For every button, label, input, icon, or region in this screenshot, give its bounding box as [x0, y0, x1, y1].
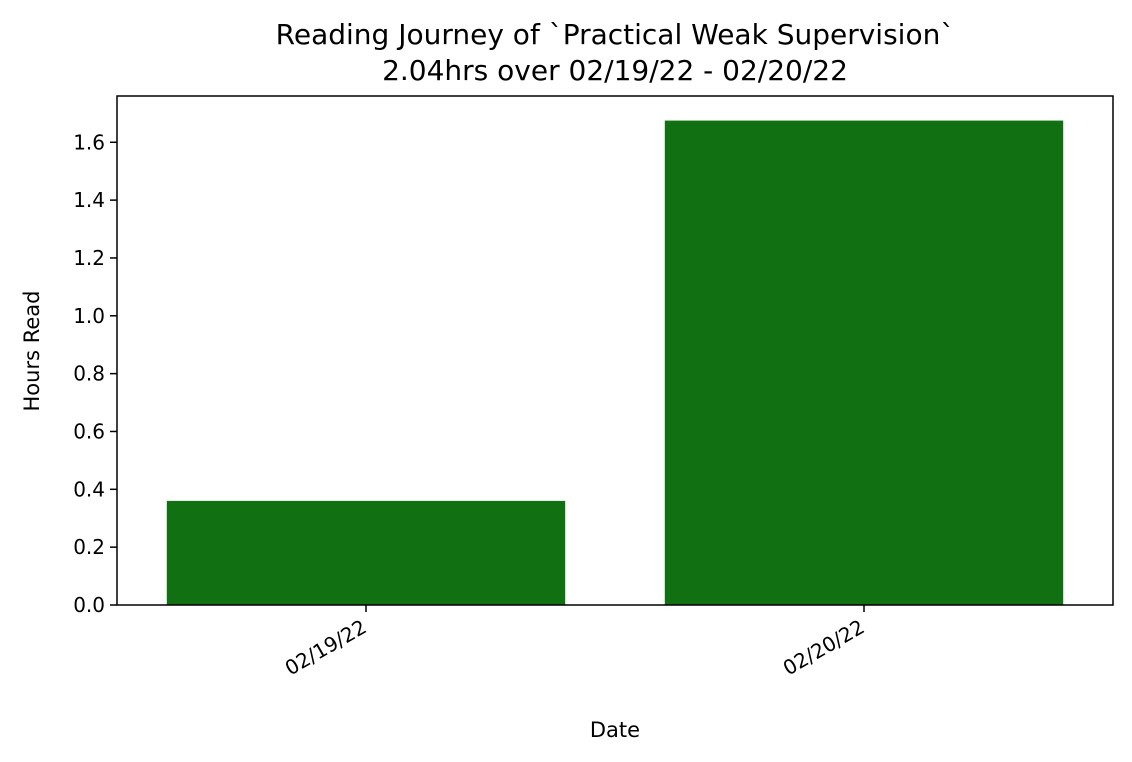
- y-tick-label: 1.6: [73, 130, 105, 154]
- y-axis: 0.0 0.2 0.4 0.6 0.8 1.0 1.2 1.4 1.6: [73, 130, 117, 617]
- y-tick-label: 1.2: [73, 246, 105, 270]
- y-axis-label: Hours Read: [20, 291, 44, 412]
- chart-title: Reading Journey of `Practical Weak Super…: [276, 18, 955, 51]
- y-tick-label: 0.0: [73, 593, 105, 617]
- x-axis: 02/19/22 02/20/22: [281, 605, 869, 680]
- y-tick-label: 0.6: [73, 419, 105, 443]
- y-tick-label: 1.4: [73, 188, 105, 212]
- y-tick-label: 0.8: [73, 362, 105, 386]
- chart-subtitle: 2.04hrs over 02/19/22 - 02/20/22: [382, 54, 848, 87]
- plot-frame: [116, 95, 1114, 606]
- x-axis-label: Date: [590, 718, 640, 742]
- bar-02-19-22: [166, 500, 566, 605]
- bars-group: [166, 120, 1064, 605]
- y-tick-label: 0.4: [73, 477, 105, 501]
- x-tick-label: 02/19/22: [281, 615, 371, 681]
- y-tick-label: 0.2: [73, 535, 105, 559]
- bar-02-20-22: [664, 120, 1064, 605]
- x-tick-label: 02/20/22: [779, 615, 869, 681]
- y-tick-label: 1.0: [73, 304, 105, 328]
